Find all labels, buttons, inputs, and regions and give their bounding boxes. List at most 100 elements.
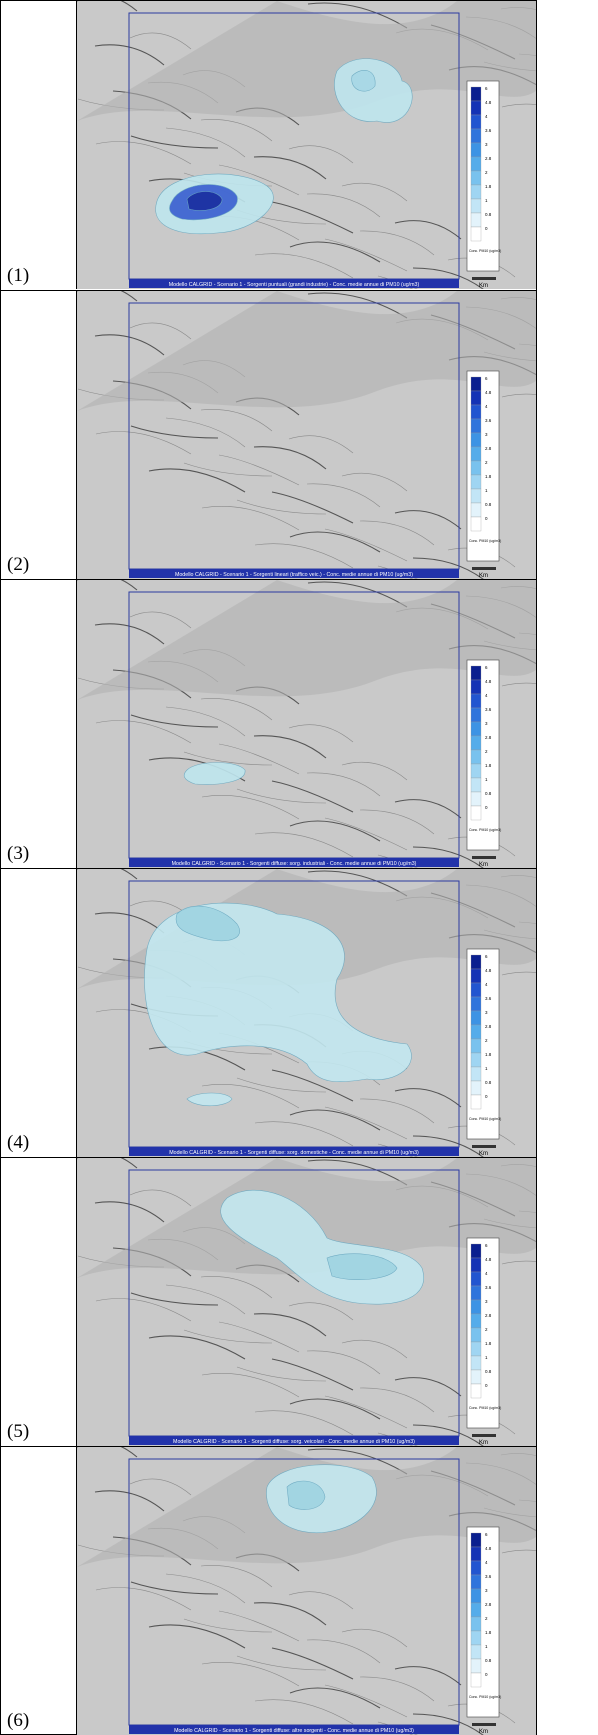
map-road xyxy=(253,735,327,759)
map-road xyxy=(253,156,327,180)
scale-bar xyxy=(472,856,496,859)
legend-tick: 4 xyxy=(485,404,488,409)
map-road xyxy=(289,241,381,263)
legend-tick: 3.6 xyxy=(485,418,492,423)
legend-swatch xyxy=(470,735,482,751)
map-road xyxy=(377,565,418,579)
legend-tick: 1 xyxy=(485,1644,488,1649)
legend-swatch xyxy=(470,982,482,998)
map-road xyxy=(254,543,354,569)
map-road xyxy=(183,751,273,766)
map-road xyxy=(236,1655,327,1671)
legend-tick: 1.8 xyxy=(485,474,492,479)
map-road xyxy=(94,623,165,645)
legend-tick: 2 xyxy=(485,460,488,465)
map-road xyxy=(254,253,354,279)
map-caption: Modello CALGRID - Scenario 1 - Sorgenti … xyxy=(173,1439,415,1445)
map-road xyxy=(288,435,354,454)
map-image: 6 4.8 4 3.6 3 2.8 2 1.8 1 0.8 0 Conc. PM10 (ug/m3) K… xyxy=(76,869,536,1157)
map-road xyxy=(95,141,192,165)
map-road xyxy=(377,275,418,289)
scale-unit: Km xyxy=(479,1440,488,1446)
map-road xyxy=(236,499,327,515)
legend-tick: 1 xyxy=(485,198,488,203)
map-relief xyxy=(77,291,536,411)
legend-tick: 6 xyxy=(485,954,488,959)
scale-bar xyxy=(472,1434,496,1437)
legend-tick: 2 xyxy=(485,170,488,175)
legend-swatch xyxy=(470,1010,482,1026)
map-relief xyxy=(77,580,536,700)
legend-swatch xyxy=(470,679,482,695)
map-road xyxy=(94,1490,165,1512)
legend-tick: 0.8 xyxy=(485,212,492,217)
legend-swatch xyxy=(470,1602,482,1618)
map-road xyxy=(377,1432,418,1446)
legend-swatch xyxy=(470,226,482,242)
legend-swatch xyxy=(470,1630,482,1646)
legend-tick: 1 xyxy=(485,1355,488,1360)
legend-swatch xyxy=(470,1313,482,1329)
legend-title: Conc. PM10 (ug/m3) xyxy=(469,1117,501,1121)
legend-tick: 0 xyxy=(485,226,488,231)
legend-swatch xyxy=(470,128,482,144)
legend-tick: 2 xyxy=(485,1616,488,1621)
legend-swatch xyxy=(470,707,482,723)
legend-tick: 0.8 xyxy=(485,502,492,507)
legend-swatch xyxy=(470,474,482,490)
map-road xyxy=(253,1313,327,1337)
concentration-area xyxy=(175,905,240,942)
legend-swatch xyxy=(470,665,482,681)
map-road xyxy=(359,1098,435,1124)
map-road xyxy=(130,425,219,439)
map-road xyxy=(236,788,327,804)
map-road xyxy=(288,1591,354,1610)
map-road xyxy=(201,506,300,531)
map-road xyxy=(94,44,165,66)
legend-swatch xyxy=(470,1560,482,1576)
map-road xyxy=(201,1662,300,1687)
panel-label: (2) xyxy=(7,554,30,575)
panel-row: (4) 6 4.8 4 3.6 3 2.8 2 1.8 1 0.8 0 Conc. PM10 (ug/m… xyxy=(1,868,536,1157)
legend-swatch xyxy=(470,1383,482,1399)
concentration-area xyxy=(186,191,223,211)
map-road xyxy=(306,1639,381,1664)
legend-tick: 1 xyxy=(485,1066,488,1071)
legend-tick: 3.6 xyxy=(485,707,492,712)
map-road xyxy=(165,706,246,737)
map-road xyxy=(77,580,138,591)
figure-table: (1) 6 4.8 4 3.6 3 2.8 2 1.8 1 0.8 0 Conc. PM10 (ug/m… xyxy=(0,0,537,1735)
map-road xyxy=(129,32,192,50)
map-caption: Modello CALGRID - Scenario 1 - Sorgenti … xyxy=(174,1728,414,1734)
panel-row: (2) 6 4.8 4 3.6 3 2.8 2 1.8 1 0.8 0 Conc. PM10 (ug/m… xyxy=(1,290,536,579)
legend-swatch xyxy=(470,184,482,200)
legend-tick: 6 xyxy=(485,1532,488,1537)
concentration-area xyxy=(144,902,412,1083)
legend-title: Conc. PM10 (ug/m3) xyxy=(469,539,501,543)
map-road xyxy=(377,1143,418,1157)
map-road xyxy=(307,870,408,897)
scale-unit: Km xyxy=(479,1729,488,1735)
map-road xyxy=(254,1410,354,1436)
legend-tick: 2.8 xyxy=(485,1313,492,1318)
map-road xyxy=(501,103,536,108)
map-road xyxy=(129,1189,192,1207)
caption-bar xyxy=(129,569,459,578)
map-road xyxy=(307,1159,408,1186)
map-road xyxy=(200,409,273,432)
legend-tick: 0 xyxy=(485,805,488,810)
map-road xyxy=(201,795,300,820)
legend-tick: 3 xyxy=(485,1299,488,1304)
legend-swatch xyxy=(470,791,482,807)
legend-swatch xyxy=(470,996,482,1012)
map-road xyxy=(359,809,435,835)
map-road xyxy=(148,1335,246,1360)
map-road xyxy=(200,119,273,142)
legend-swatch xyxy=(470,721,482,737)
panel-row: (3) 6 4.8 4 3.6 3 2.8 2 1.8 1 0.8 0 Conc. PM10 (ug/m… xyxy=(1,579,536,868)
legend-swatch xyxy=(470,1327,482,1343)
legend-tick: 3.6 xyxy=(485,996,492,1001)
legend-swatch xyxy=(470,1094,482,1110)
map-relief xyxy=(77,1,536,121)
map-road xyxy=(183,1329,273,1344)
